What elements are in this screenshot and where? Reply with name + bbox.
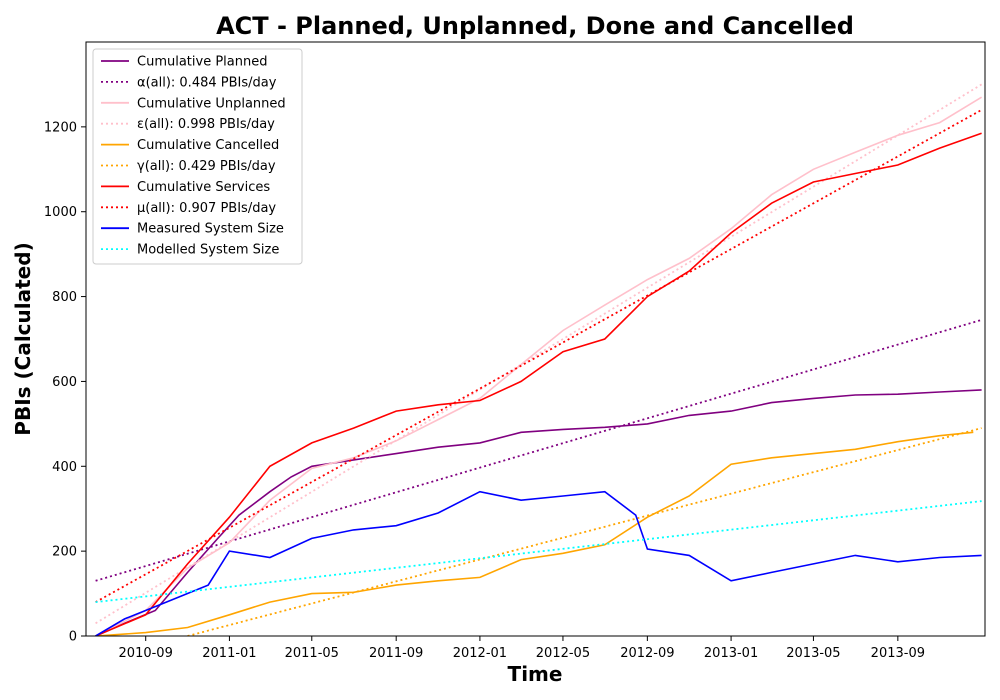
legend: Cumulative Planned α(all): 0.484 PBIs/day… bbox=[92, 48, 303, 265]
y-tick-label: 0 bbox=[69, 630, 77, 645]
legend-label-cumulative-unplanned: Cumulative Unplanned bbox=[137, 96, 286, 111]
series-line-all-0-484-pbis-day bbox=[95, 319, 982, 582]
series-line-measured-system-size bbox=[95, 490, 982, 636]
x-tick-label: 2013-05 bbox=[786, 646, 840, 661]
series-line-cumulative-services bbox=[95, 132, 982, 636]
series-line-cumulative-cancelled bbox=[95, 431, 974, 636]
x-tick-label: 2012-09 bbox=[620, 646, 674, 661]
y-tick-label: 200 bbox=[52, 545, 77, 560]
y-tick-label: 800 bbox=[52, 290, 77, 305]
x-tick-label: 2013-09 bbox=[871, 646, 925, 661]
y-tick-label: 600 bbox=[52, 375, 77, 390]
y-axis: 0 200 400 600 800 1000 1200 bbox=[44, 120, 86, 645]
x-axis: 2010-09 2011-01 2011-05 2011-09 2012-01 2012-… bbox=[119, 636, 925, 661]
y-tick-label: 1200 bbox=[44, 120, 77, 135]
legend-label-all-0-998-pbis-day: ε(all): 0.998 PBIs/day bbox=[137, 117, 275, 132]
x-tick-label: 2011-09 bbox=[369, 646, 423, 661]
x-tick-label: 2013-01 bbox=[704, 646, 758, 661]
series-line-cumulative-planned bbox=[95, 389, 982, 636]
series-line-cumulative-unplanned bbox=[95, 96, 983, 636]
legend-label-all-0-429-pbis-day: γ(all): 0.429 PBIs/day bbox=[137, 159, 276, 174]
y-axis-label: PBIs (Calculated) bbox=[11, 242, 35, 435]
plot-lines bbox=[95, 83, 983, 636]
chart-title: ACT - Planned, Unplanned, Done and Cance… bbox=[216, 12, 854, 40]
x-tick-label: 2011-01 bbox=[202, 646, 256, 661]
series-line-all-0-429-pbis-day bbox=[187, 427, 982, 636]
x-axis-label: Time bbox=[508, 662, 563, 686]
legend-label-cumulative-cancelled: Cumulative Cancelled bbox=[137, 138, 279, 153]
series-line-all-0-907-pbis-day bbox=[95, 109, 983, 603]
x-tick-label: 2011-05 bbox=[285, 646, 339, 661]
legend-label-all-0-484-pbis-day: α(all): 0.484 PBIs/day bbox=[137, 75, 277, 90]
y-tick-label: 1000 bbox=[44, 205, 77, 220]
legend-box bbox=[92, 48, 303, 265]
x-tick-label: 2012-01 bbox=[453, 646, 507, 661]
legend-label-all-0-907-pbis-day: μ(all): 0.907 PBIs/day bbox=[137, 201, 276, 216]
x-tick-label: 2010-09 bbox=[119, 646, 173, 661]
y-tick-label: 400 bbox=[52, 460, 77, 475]
series-line-modelled-system-size bbox=[95, 500, 982, 603]
plot-frame bbox=[85, 41, 986, 637]
legend-label-cumulative-services: Cumulative Services bbox=[137, 180, 270, 195]
legend-label-measured-system-size: Measured System Size bbox=[137, 222, 284, 237]
legend-label-cumulative-planned: Cumulative Planned bbox=[137, 55, 267, 70]
x-tick-label: 2012-05 bbox=[536, 646, 590, 661]
legend-label-modelled-system-size: Modelled System Size bbox=[137, 243, 279, 258]
